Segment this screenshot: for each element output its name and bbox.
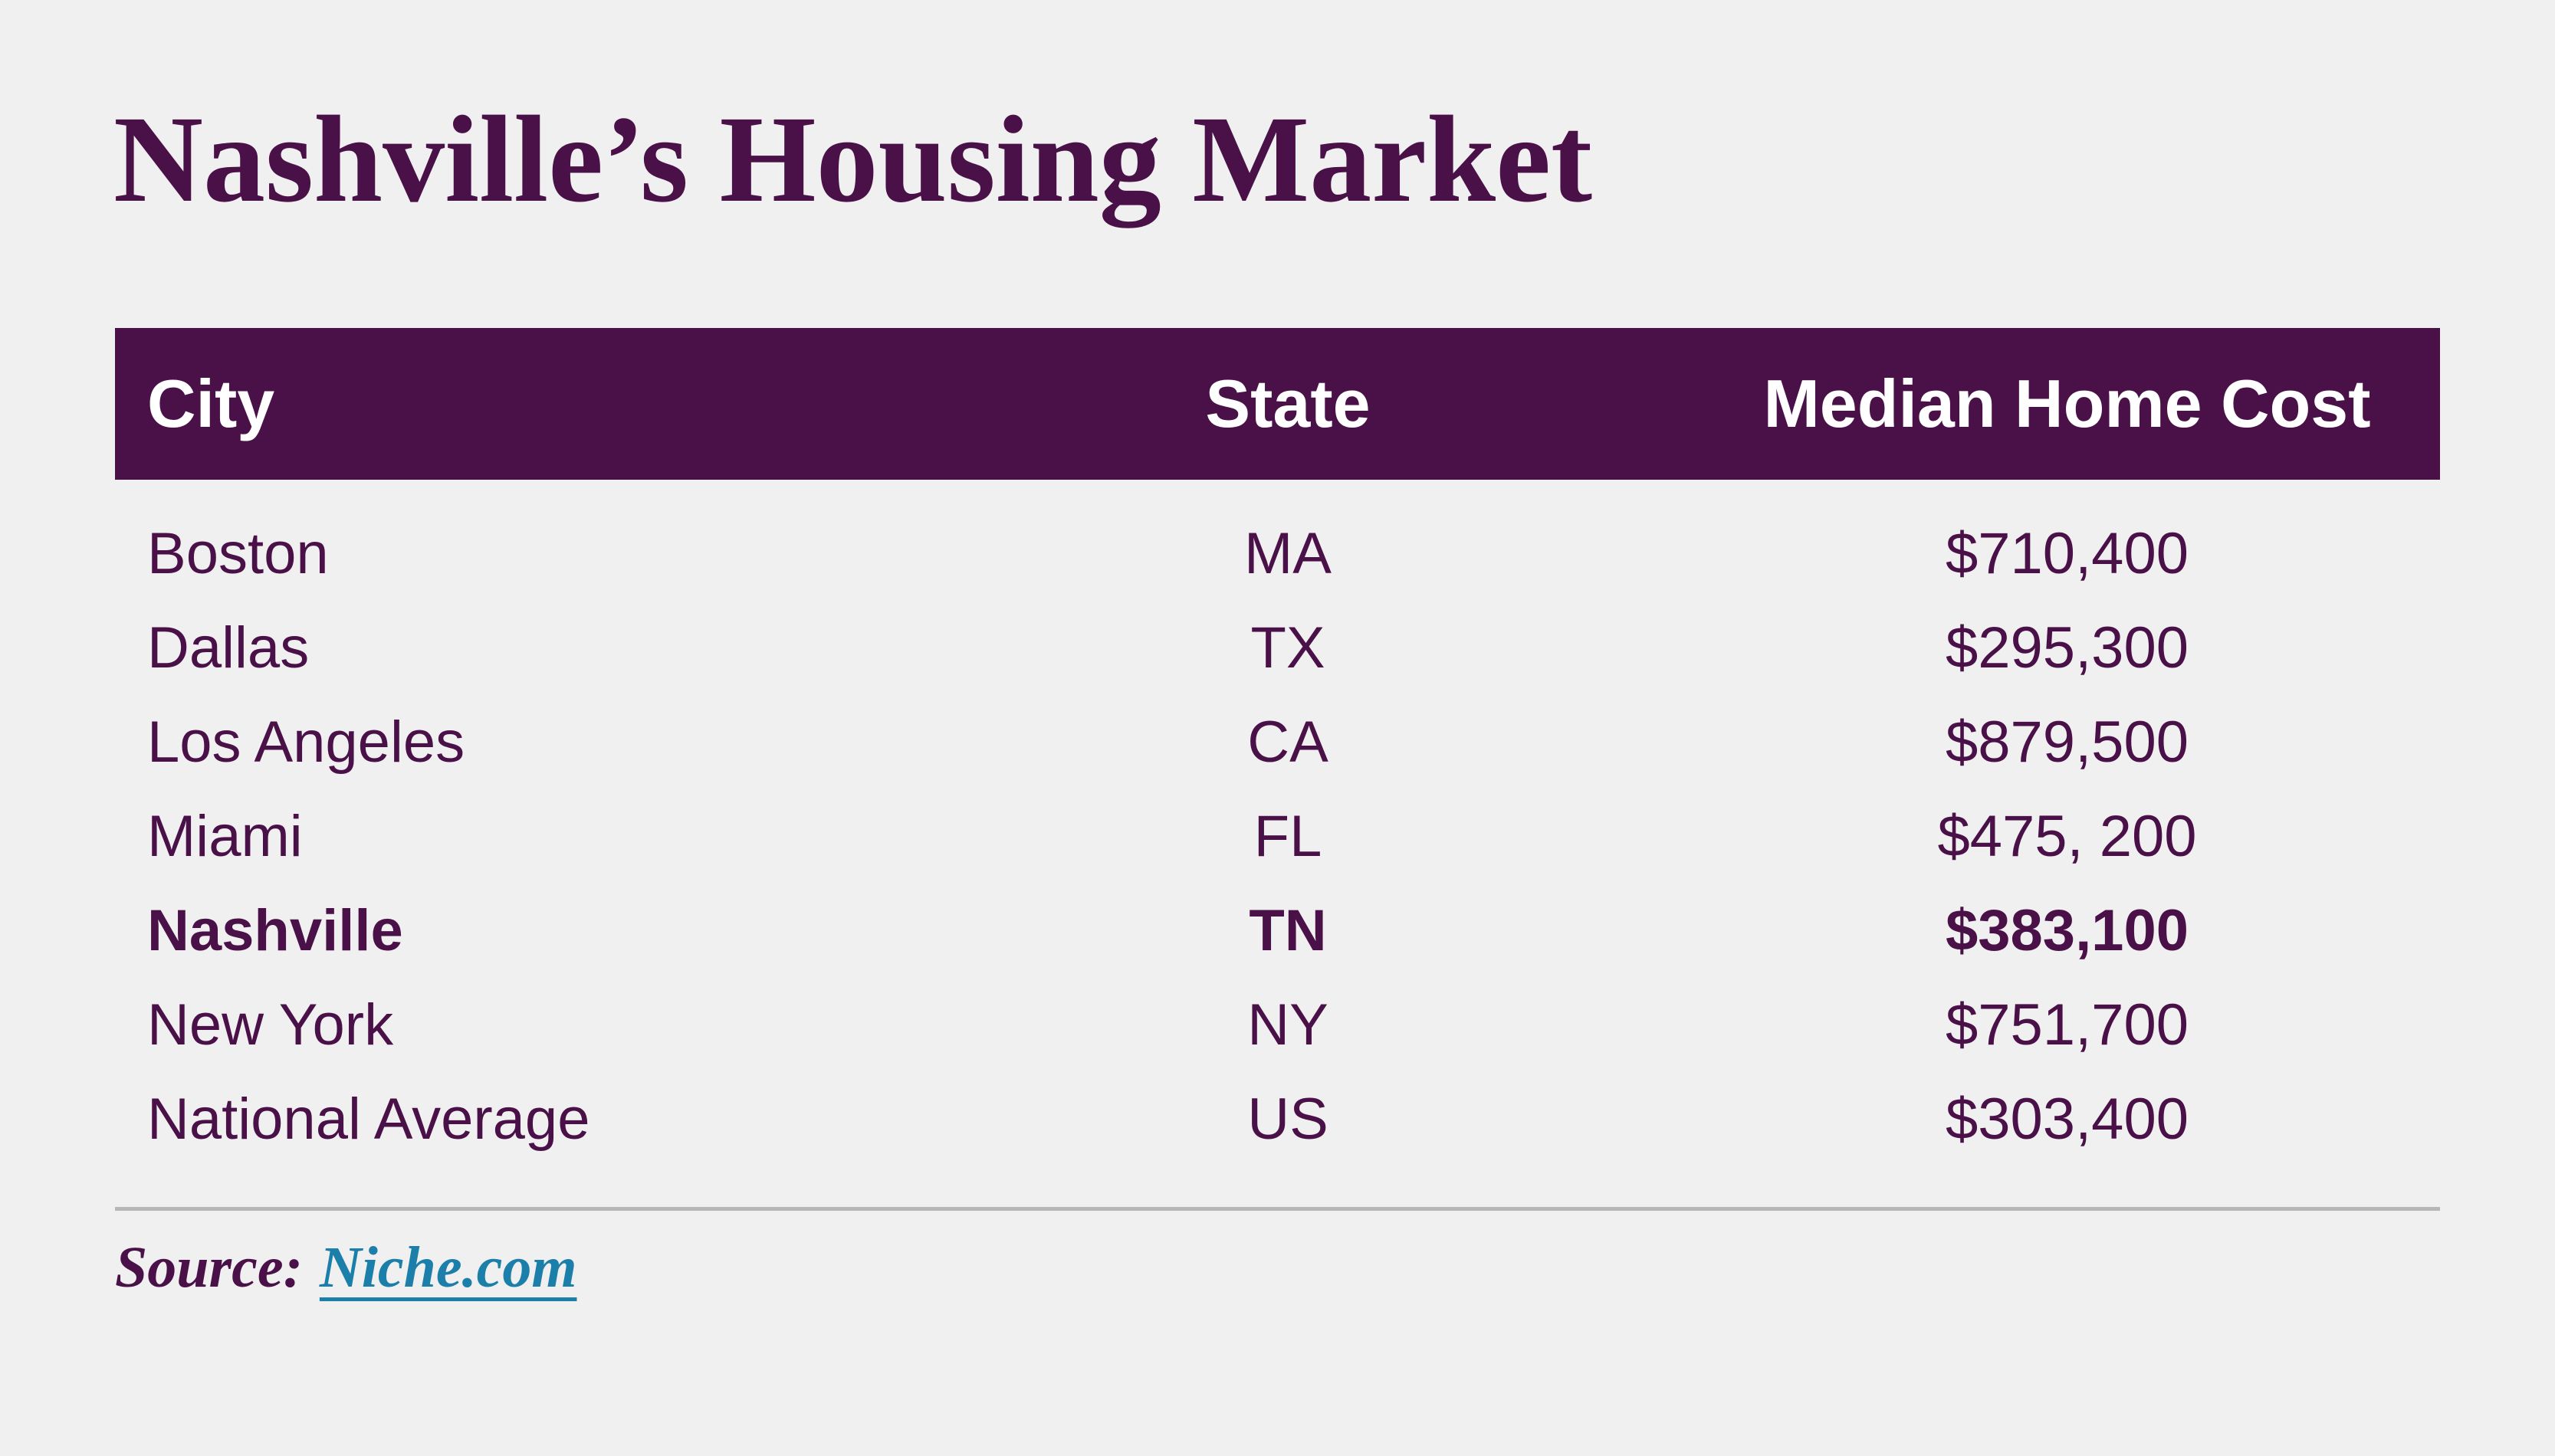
cell-state: TX	[1250, 615, 1325, 680]
cell-city: Miami	[147, 804, 303, 869]
table-row: National Average US $303,400	[115, 1072, 2440, 1166]
table-body: Boston MA $710,400 Dallas TX $295,300 Lo…	[115, 480, 2440, 1166]
cell-state: MA	[1244, 521, 1332, 586]
cell-city: New York	[147, 992, 394, 1058]
cell-state: FL	[1253, 804, 1322, 869]
source-link[interactable]: Niche.com	[319, 1235, 577, 1300]
cell-city: Nashville	[147, 898, 403, 963]
cell-cost: $751,700	[1946, 992, 2189, 1058]
cell-cost: $475, 200	[1937, 804, 2197, 869]
cell-cost: $303,400	[1946, 1087, 2189, 1152]
table-header-row: City State Median Home Cost	[115, 328, 2440, 480]
cell-state: US	[1247, 1087, 1328, 1152]
table-row: Dallas TX $295,300	[115, 601, 2440, 695]
cell-city: National Average	[147, 1087, 590, 1152]
table-row: Los Angeles CA $879,500	[115, 695, 2440, 789]
cell-state: NY	[1247, 992, 1328, 1058]
source-label: Source:	[115, 1235, 303, 1300]
cell-city: Los Angeles	[147, 710, 465, 775]
cell-cost: $710,400	[1946, 521, 2189, 586]
divider	[115, 1207, 2440, 1211]
table-row: Boston MA $710,400	[115, 507, 2440, 601]
column-header-state: State	[1205, 366, 1371, 441]
column-header-cost: Median Home Cost	[1763, 366, 2371, 441]
cell-city: Dallas	[147, 615, 310, 680]
cell-city: Boston	[147, 521, 329, 586]
cell-cost: $879,500	[1946, 710, 2189, 775]
cell-cost: $295,300	[1946, 615, 2189, 680]
source-line: Source: Niche.com	[115, 1231, 576, 1304]
table-row: New York NY $751,700	[115, 978, 2440, 1072]
column-header-city: City	[147, 366, 275, 441]
page-title: Nashville’s Housing Market	[113, 91, 1593, 228]
cell-cost: $383,100	[1946, 898, 2189, 963]
table-row: Miami FL $475, 200	[115, 789, 2440, 884]
table-row-highlighted: Nashville TN $383,100	[115, 884, 2440, 978]
cell-state: TN	[1249, 898, 1327, 963]
cell-state: CA	[1247, 710, 1328, 775]
housing-table: City State Median Home Cost Boston MA $7…	[115, 328, 2440, 1166]
